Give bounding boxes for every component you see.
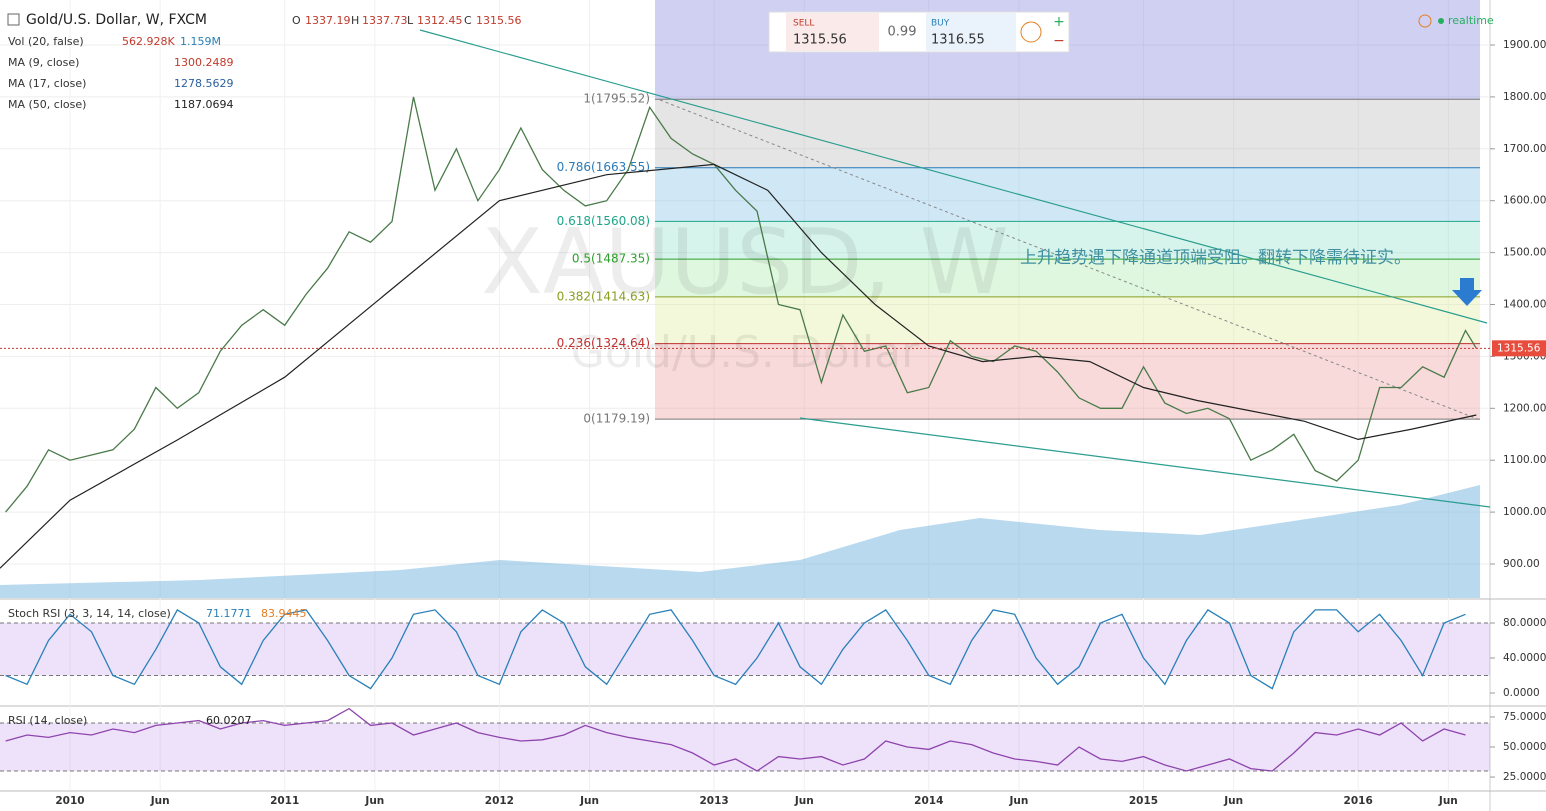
- x-tick-label: 2016: [1344, 795, 1373, 807]
- y-tick-label: 900.00: [1503, 558, 1540, 570]
- indicator-value: 60.0207: [206, 714, 252, 727]
- fib-label: 0(1179.19): [583, 412, 650, 426]
- x-tick-label: Jun: [150, 795, 170, 807]
- ohlc-label: L: [407, 14, 414, 27]
- y-tick-label: 1900.00: [1503, 39, 1546, 51]
- x-tick-label: Jun: [1009, 795, 1029, 807]
- legend-name: MA (9, close): [8, 56, 79, 69]
- spread: 0.99: [888, 25, 917, 40]
- fib-band: [655, 221, 1480, 260]
- y-tick-label: 1600.00: [1503, 195, 1546, 207]
- ohlc-label: H: [351, 14, 359, 27]
- indicator-title: Stoch RSI (3, 3, 14, 14, close): [8, 607, 171, 620]
- ma-line: [0, 163, 1477, 569]
- buy-button[interactable]: [926, 13, 1016, 51]
- price-line: [5, 96, 1477, 513]
- fib-band: [655, 259, 1480, 297]
- fib-label: 0.618(1560.08): [557, 214, 650, 228]
- watermark-name: Gold/U.S. Dollar: [571, 327, 920, 378]
- y-tick-label: 0.0000: [1503, 687, 1540, 699]
- sell-price: 1315.56: [793, 33, 847, 48]
- x-tick-label: Jun: [579, 795, 599, 807]
- legend-value: 562.928K: [122, 35, 175, 48]
- indicator-value: 71.1771: [206, 607, 252, 620]
- fib-band: [655, 343, 1480, 420]
- ohlc-label: O: [292, 14, 301, 27]
- fib-band: [655, 167, 1480, 222]
- y-tick-label: 1500.00: [1503, 247, 1546, 259]
- legend-name: MA (17, close): [8, 77, 86, 90]
- band: [0, 722, 1490, 772]
- y-tick-label: 40.0000: [1503, 652, 1546, 664]
- y-tick-label: 25.0000: [1503, 771, 1546, 783]
- indicator-value: 83.9445: [261, 607, 307, 620]
- fib-label: 0.5(1487.35): [572, 252, 650, 266]
- legend-name: MA (50, close): [8, 98, 86, 111]
- plus-button[interactable]: +: [1053, 14, 1065, 30]
- ohlc-value: 1337.19: [305, 14, 351, 27]
- alert-icon[interactable]: [1418, 14, 1432, 28]
- symbol-title: Gold/U.S. Dollar, W, FXCM: [26, 12, 207, 28]
- y-tick-label: 1800.00: [1503, 91, 1546, 103]
- fib-band: [655, 99, 1480, 168]
- x-tick-label: Jun: [1438, 795, 1458, 807]
- trend-line: [799, 417, 1491, 508]
- sell-label: SELL: [793, 19, 814, 29]
- price-line: [5, 707, 1466, 772]
- x-tick-label: Jun: [1223, 795, 1243, 807]
- x-tick-label: 2011: [270, 795, 299, 807]
- fib-label: 1(1795.52): [583, 92, 650, 106]
- info-icon[interactable]: [1020, 21, 1042, 43]
- trend-line: [659, 99, 1481, 421]
- x-tick-label: 2013: [699, 795, 728, 807]
- buy-label: BUY: [931, 19, 950, 29]
- sell-button[interactable]: [786, 13, 879, 51]
- ohlc-value: 1337.73: [362, 14, 408, 27]
- x-tick-label: 2010: [55, 795, 84, 807]
- legend-value: 1278.5629: [174, 77, 234, 90]
- x-tick-label: Jun: [364, 795, 384, 807]
- minus-button[interactable]: −: [1053, 33, 1065, 49]
- ohlc-value: 1315.56: [476, 14, 522, 27]
- last-price-tag: [1492, 340, 1546, 357]
- legend-name: Vol (20, false): [8, 35, 84, 48]
- x-tick-label: 2014: [914, 795, 943, 807]
- x-tick-label: 2015: [1129, 795, 1158, 807]
- annotation: 上升趋势遇下降通道顶端受阻。翻转下降需待证实。: [1020, 248, 1411, 268]
- arrow-icon: [1452, 278, 1482, 306]
- volume-area: [0, 485, 1480, 598]
- legend-value: 1187.0694: [174, 98, 234, 111]
- y-tick-label: 1400.00: [1503, 299, 1546, 311]
- fib-band: [655, 296, 1480, 344]
- fib-label: 0.382(1414.63): [557, 289, 650, 303]
- trade-panel: SELL 1315.56 0.99 BUY 1316.55 + −: [768, 11, 1070, 53]
- ohlc-value: 1312.45: [417, 14, 463, 27]
- last-price-label: 1315.56: [1497, 342, 1541, 354]
- status-dot: [1438, 18, 1444, 24]
- x-tick-label: Jun: [794, 795, 814, 807]
- ohlc-label: C: [464, 14, 472, 27]
- indicator-title: RSI (14, close): [8, 714, 87, 727]
- y-tick-label: 80.0000: [1503, 617, 1546, 629]
- realtime-label: realtime: [1448, 14, 1494, 27]
- y-tick-label: 1000.00: [1503, 506, 1546, 518]
- y-tick-label: 1200.00: [1503, 402, 1546, 414]
- band: [0, 623, 1490, 676]
- x-tick-label: 2012: [485, 795, 514, 807]
- price-line: [5, 608, 1466, 690]
- watermark-symbol: XAUUSD, W: [481, 210, 1009, 315]
- legend-value: 1.159M: [180, 35, 221, 48]
- legend-value: 1300.2489: [174, 56, 234, 69]
- buy-price: 1316.55: [931, 33, 985, 48]
- collapse-icon[interactable]: [7, 13, 20, 26]
- y-tick-label: 1700.00: [1503, 143, 1546, 155]
- y-tick-label: 50.0000: [1503, 741, 1546, 753]
- fib-label: 0.236(1324.64): [557, 336, 650, 350]
- y-tick-label: 75.0000: [1503, 711, 1546, 723]
- trend-line: [419, 29, 1488, 324]
- y-tick-label: 1100.00: [1503, 454, 1546, 466]
